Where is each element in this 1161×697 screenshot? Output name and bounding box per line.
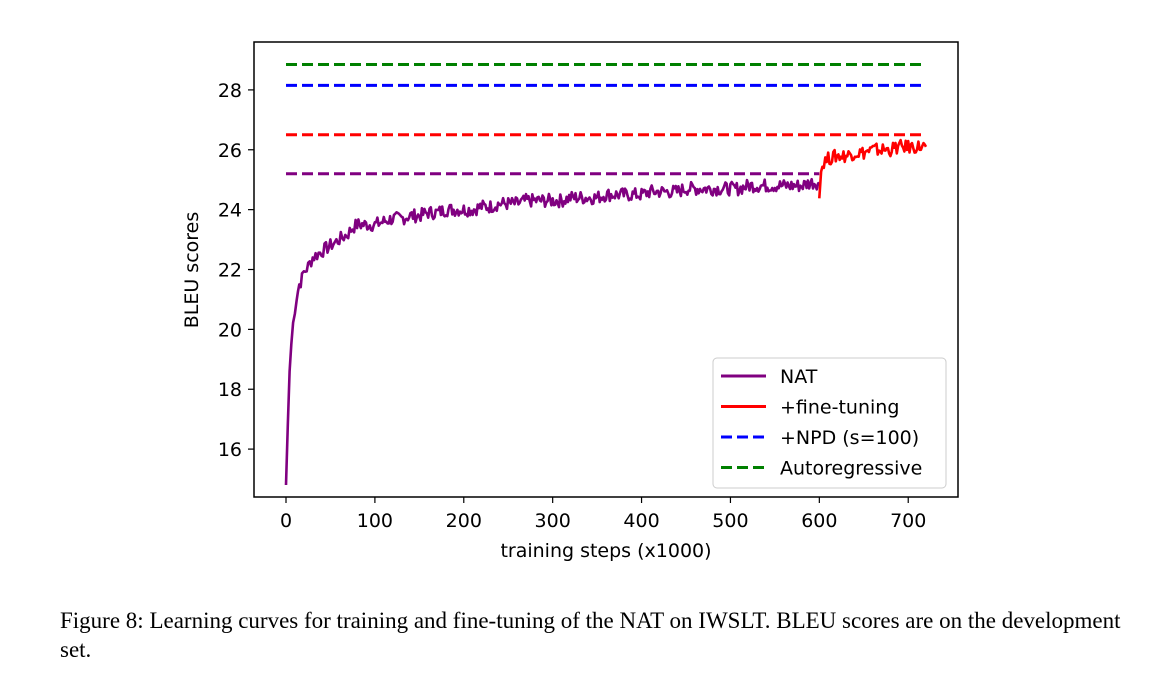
x-tick-label: 0 <box>280 510 292 532</box>
figure-caption: Figure 8: Learning curves for training a… <box>60 608 1121 662</box>
series-layer <box>284 63 928 486</box>
legend-label: +fine-tuning <box>780 397 899 419</box>
x-axis: 0 100 200 300 400 500 600 700 <box>280 497 926 532</box>
legend-label: +NPD (s=100) <box>780 427 919 449</box>
x-tick-label: 200 <box>446 510 482 532</box>
legend-label: NAT <box>780 366 818 388</box>
y-tick-label: 24 <box>218 200 242 222</box>
y-tick-label: 16 <box>218 439 242 461</box>
legend-box <box>712 357 947 489</box>
y-axis-label: BLEU scores <box>181 212 203 329</box>
x-tick-label: 300 <box>535 510 571 532</box>
y-tick-label: 18 <box>218 379 242 401</box>
y-axis: 16 18 20 22 24 26 28 <box>218 80 254 461</box>
x-axis-label: training steps (x1000) <box>500 540 711 562</box>
y-tick-label: 26 <box>218 140 242 162</box>
chart-svg: 0 100 200 300 400 500 600 700 16 18 20 22 24 26 28 tr… <box>181 41 959 562</box>
x-tick-label: 600 <box>801 510 837 532</box>
x-tick-label: 400 <box>623 510 659 532</box>
legend: NAT +fine-tuning +NPD (s=100) Autoregressiv… <box>712 357 947 489</box>
x-tick-label: 700 <box>890 510 926 532</box>
legend-label: Autoregressive <box>780 458 922 480</box>
series-line-fine-tuning <box>818 138 928 199</box>
y-tick-label: 22 <box>218 260 242 282</box>
y-tick-label: 20 <box>218 319 242 341</box>
y-tick-label: 28 <box>218 80 242 102</box>
series-line-nat <box>284 177 820 486</box>
x-tick-label: 500 <box>712 510 748 532</box>
x-tick-label: 100 <box>357 510 393 532</box>
